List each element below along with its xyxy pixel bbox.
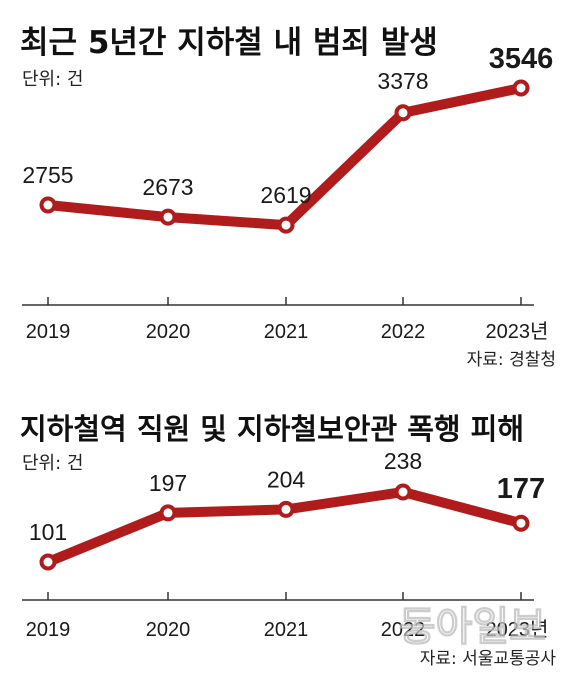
chart1-title: 최근 5년간 지하철 내 범죄 발생 xyxy=(20,25,438,61)
x-tick-label: 2021 xyxy=(264,619,309,641)
watermark-logo: 동아일보 xyxy=(399,604,546,650)
data-point xyxy=(394,483,412,501)
data-label: 177 xyxy=(497,473,545,505)
data-label: 101 xyxy=(29,519,67,545)
data-label: 197 xyxy=(149,470,187,496)
data-label: 2619 xyxy=(260,182,311,208)
data-point xyxy=(39,553,57,571)
data-point xyxy=(39,196,57,214)
x-unit-suffix: 년 xyxy=(530,618,548,641)
chart2-tick-labels: 2019 2020 2021 2022 2023년 xyxy=(26,618,549,641)
data-label: 3378 xyxy=(377,68,428,94)
x-tick-label: 2020 xyxy=(146,619,191,641)
chart2-data-labels: 101 197 204 238 177 xyxy=(29,448,545,545)
chart1-source: 자료: 경찰청 xyxy=(467,350,556,370)
chart1-tick-labels: 2019 2020 2021 2022 2023년 xyxy=(26,320,549,343)
chart1-points xyxy=(39,79,530,234)
data-point xyxy=(159,208,177,226)
chart-crime-subway: 최근 5년간 지하철 내 범죄 발생 단위: 건 2755 2673 2619 337… xyxy=(20,25,556,370)
x-tick-label: 2023년 xyxy=(486,618,549,641)
chart2-unit-label: 단위: 건 xyxy=(22,453,83,474)
data-point xyxy=(512,79,530,97)
data-label: 238 xyxy=(384,448,422,474)
chart1-data-labels: 2755 2673 2619 3378 3546 xyxy=(22,43,553,208)
data-point xyxy=(394,104,412,122)
x-tick-label: 2019 xyxy=(26,321,71,343)
data-label: 3546 xyxy=(489,43,554,75)
chart2-source: 자료: 서울교통공사 xyxy=(420,649,557,669)
x-tick-label: 2020 xyxy=(146,321,191,343)
x-tick-label: 2022 xyxy=(381,619,426,641)
x-tick-label: 2019 xyxy=(26,619,71,641)
data-point xyxy=(277,500,295,518)
data-label: 2673 xyxy=(142,174,193,200)
data-label: 204 xyxy=(267,466,306,492)
chart2-points xyxy=(39,483,530,571)
chart1-unit-label: 단위: 건 xyxy=(22,69,83,90)
x-tick-label: 2021 xyxy=(264,321,309,343)
chart-assault-staff: 지하철역 직원 및 지하철보안관 폭행 피해 단위: 건 101 197 204 23… xyxy=(20,412,556,669)
x-tick-label: 2022 xyxy=(381,321,426,343)
chart2-title: 지하철역 직원 및 지하철보안관 폭행 피해 xyxy=(20,412,524,446)
x-unit-suffix: 년 xyxy=(530,320,548,343)
x-tick-label: 2023년 xyxy=(486,320,549,343)
chart1-x-axis xyxy=(22,297,534,306)
chart2-x-axis xyxy=(22,592,534,601)
data-point xyxy=(277,216,295,234)
data-point xyxy=(159,504,177,522)
data-label: 2755 xyxy=(22,162,73,188)
data-point xyxy=(512,514,530,532)
